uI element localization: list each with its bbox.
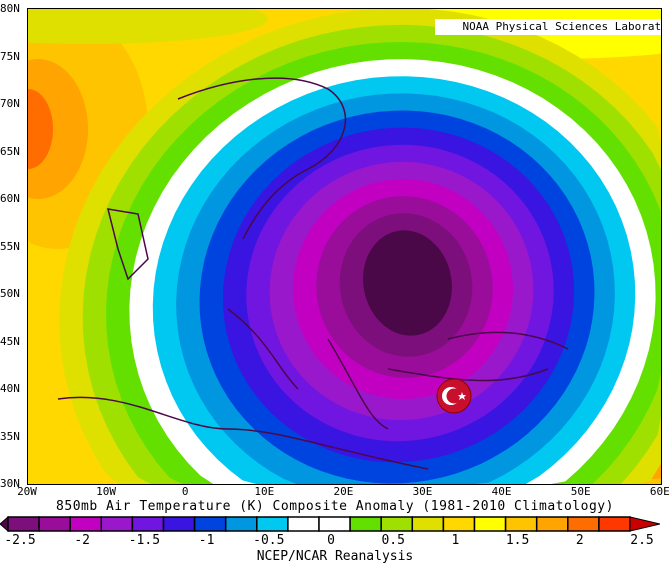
lon-label: 40E xyxy=(491,485,512,498)
lon-label: 60E xyxy=(649,485,670,498)
colorbar-low-arrow xyxy=(0,515,9,533)
lat-label: 60N xyxy=(0,192,20,205)
lat-label: 80N xyxy=(0,2,20,15)
source-label: NCEP/NCAR Reanalysis xyxy=(256,549,414,564)
colorbar-tick-label: -0.5 xyxy=(253,533,285,548)
colorbar-swatch xyxy=(256,516,289,532)
colorbar-swatch xyxy=(193,516,227,532)
warm-region xyxy=(28,59,88,199)
colorbar-swatch xyxy=(411,516,445,532)
lon-label: 10E xyxy=(254,485,275,498)
colorbar-swatch xyxy=(535,516,569,532)
lat-label: 45N xyxy=(0,334,20,348)
colorbar-swatch xyxy=(131,516,165,532)
lon-label: 10W xyxy=(96,485,117,498)
colorbar-swatch xyxy=(38,516,71,532)
colorbar-tick-label: -2.5 xyxy=(4,533,36,548)
colorbar-swatch xyxy=(69,516,103,532)
lat-label: 40N xyxy=(0,382,20,395)
colorbar-swatch xyxy=(100,516,134,532)
star-icon xyxy=(458,392,466,400)
coastlines xyxy=(57,77,569,470)
colorbar-swatch xyxy=(349,516,382,532)
lon-label: 30E xyxy=(412,485,433,498)
anomaly-map: NOAA Physical Sciences Laboratory xyxy=(27,8,662,485)
lat-label: 55N xyxy=(0,239,20,253)
warm-region xyxy=(28,89,53,169)
colorbar-swatch xyxy=(287,516,320,532)
credit-label: NOAA Physical Sciences Laboratory xyxy=(435,19,661,35)
colorbar-swatch xyxy=(162,516,196,532)
colorbar-swatch xyxy=(442,516,476,532)
anomaly-contours xyxy=(28,9,661,484)
colorbar-high-arrow xyxy=(629,516,660,532)
lon-label: 0 xyxy=(181,485,189,498)
colorbar-swatch xyxy=(380,516,414,532)
colorbar-swatch xyxy=(504,516,538,532)
colorbar xyxy=(0,515,660,533)
colorbar-tick-label: -2 xyxy=(74,533,91,548)
cold-anomaly-contour xyxy=(363,230,452,336)
colorbar-tick-label: 0 xyxy=(327,533,335,548)
lon-label: 20W xyxy=(17,485,37,498)
lat-label: 75N xyxy=(0,49,20,63)
colorbar-tick-label: 1 xyxy=(451,533,460,548)
colorbar-swatch xyxy=(567,516,600,532)
colorbar-swatch xyxy=(473,516,507,532)
colorbar-swatch xyxy=(318,516,351,532)
lat-label: 50N xyxy=(0,287,20,300)
colorbar-swatch xyxy=(598,516,631,532)
colorbar-tick-label: 1.5 xyxy=(505,533,530,548)
lon-label: 20E xyxy=(333,485,354,498)
colorbar-tick-label: 0.5 xyxy=(381,533,405,548)
lat-label: 65N xyxy=(0,144,20,158)
colorbar-swatch xyxy=(7,516,40,532)
warm-region xyxy=(28,9,268,44)
crescent-cut xyxy=(446,388,462,404)
colorbar-tick-label: 2.5 xyxy=(630,533,654,548)
colorbar-swatch xyxy=(224,516,258,532)
lon-label: 50E xyxy=(570,485,591,498)
colorbar-tick-label: -1 xyxy=(198,533,215,548)
colorbar-tick-label: 2 xyxy=(575,533,584,548)
lat-label: 30N xyxy=(0,477,20,490)
colorbar-tick-label: -1.5 xyxy=(128,533,161,548)
lat-label: 70N xyxy=(0,97,20,110)
lat-label: 35N xyxy=(0,429,20,443)
map-title: 850mb Air Temperature (K) Composite Anom… xyxy=(56,499,614,514)
